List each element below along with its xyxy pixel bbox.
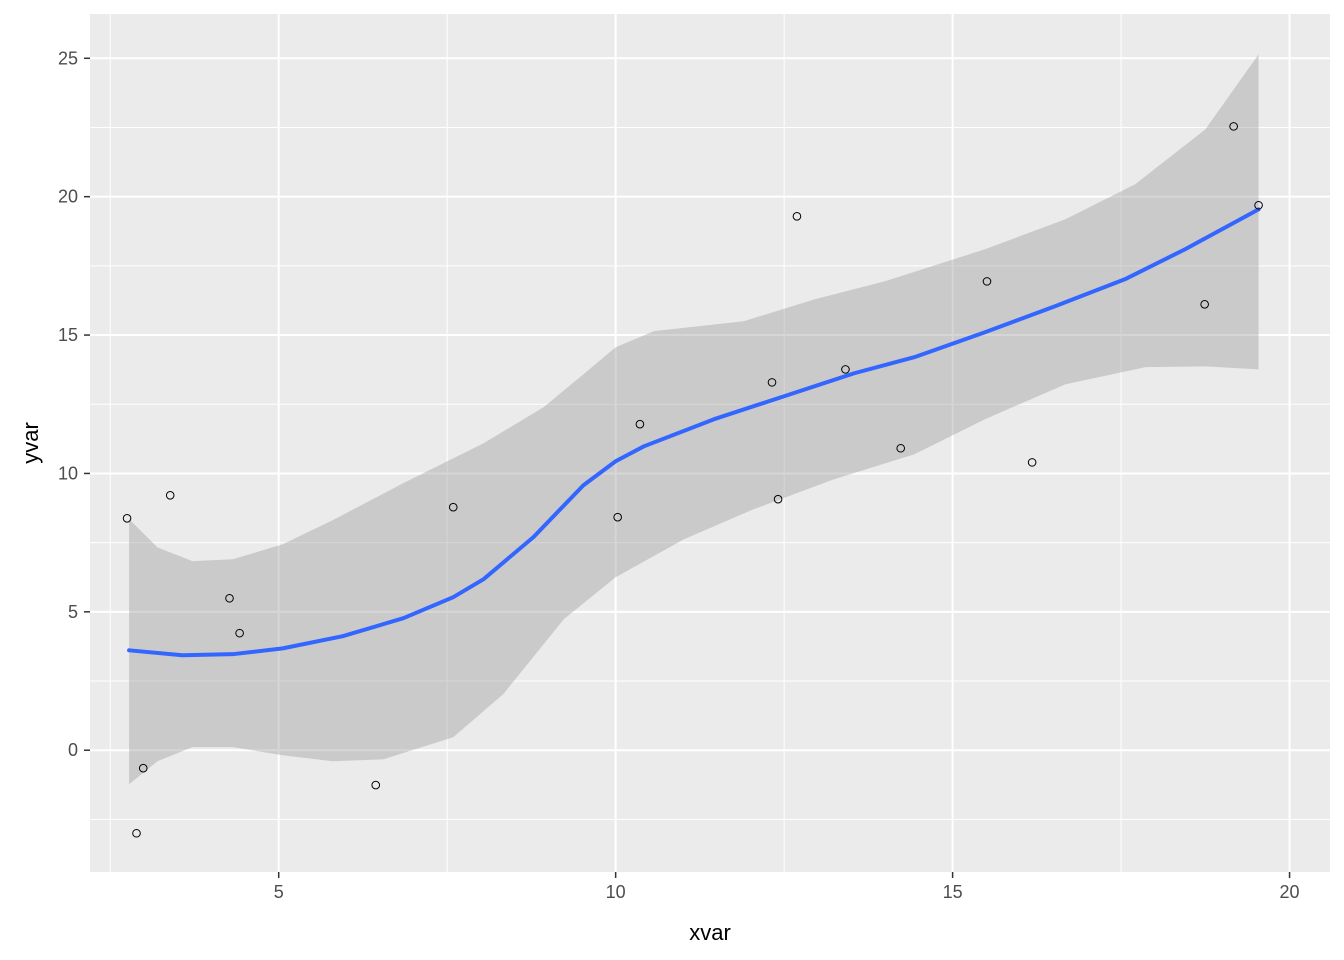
data-point: [635, 419, 645, 429]
x-tick-label: 15: [943, 882, 963, 902]
smooth-line: [127, 207, 1261, 658]
smooth-line-group: [127, 207, 1261, 658]
data-point: [896, 443, 906, 453]
confidence-ribbon-group: [129, 54, 1259, 785]
y-tick-label: 10: [58, 463, 78, 483]
data-point: [767, 378, 777, 387]
y-tick-label: 15: [58, 325, 78, 345]
y-tick-label: 20: [58, 187, 78, 207]
data-point: [138, 763, 148, 773]
data-point: [225, 593, 234, 603]
data-point: [841, 365, 850, 374]
data-point: [1229, 122, 1238, 131]
data-point: [982, 277, 992, 286]
y-tick-label: 0: [68, 740, 78, 760]
y-axis-title: yvar: [18, 422, 43, 464]
data-point: [122, 513, 132, 523]
data-point: [235, 628, 244, 638]
data-point: [1200, 300, 1209, 309]
y-tick-label: 5: [68, 602, 78, 622]
data-point: [1027, 458, 1037, 467]
y-tick-label: 25: [58, 48, 78, 68]
x-tick-label: 5: [274, 882, 284, 902]
plot-panel: [90, 14, 1330, 872]
data-points: [122, 122, 1263, 838]
data-point: [613, 512, 622, 522]
data-point: [1254, 200, 1263, 210]
data-point: [448, 502, 458, 512]
confidence-ribbon: [129, 54, 1259, 785]
x-tick-label: 20: [1280, 882, 1300, 902]
data-point: [773, 494, 783, 504]
data-point: [165, 491, 175, 500]
axis-ticks: 5 10 15 20 0 5 10 15 20 25: [58, 48, 1300, 902]
grid-lines: [90, 14, 1330, 872]
data-point: [132, 828, 141, 838]
data-point: [792, 212, 802, 221]
data-point: [371, 780, 381, 790]
x-tick-label: 10: [606, 882, 626, 902]
x-axis-title: xvar: [689, 920, 731, 945]
